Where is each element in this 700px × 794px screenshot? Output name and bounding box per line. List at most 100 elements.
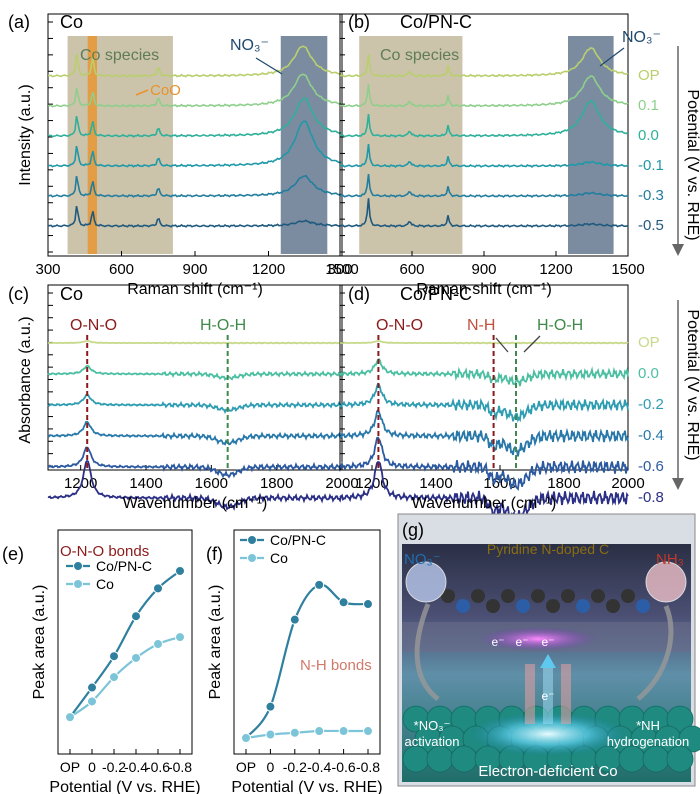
raman-panel-a-series-line [47,97,343,138]
panel-f-tick-label: -0.6 [332,759,356,775]
electron-label: e⁻ [491,635,504,649]
electron-glow [468,712,628,756]
raman-panel-b-series-line [339,144,629,168]
panel-f-tag: (f) [206,544,223,564]
raman-panel-b-series-label: -0.1 [638,157,664,174]
panel-d-ono-label: O-N-O [376,317,423,334]
raman-panel-b-no3-region [568,36,614,254]
ir-panel-d-series-label: -0.2 [638,396,664,413]
electron-beam [543,664,553,724]
ir-panel-d-xlabel: Wavenumber (cm⁻¹) [412,495,557,512]
ir-panel-d-series-line [339,340,629,345]
ir-panel-d-series-line [339,408,629,457]
hydrogenation-label-1: *NH [636,718,660,733]
panel-e-tick-label: -0.6 [146,759,170,775]
panel-e-tick-label: -0.2 [102,759,126,775]
panel-e-legend-label: Co/PN-C [96,558,152,574]
panel-f-tick-label: -0.4 [307,759,331,775]
raman-panel-b-tick-label: 300 [327,261,352,278]
panel-e-ylabel: Peak area (a.u.) [31,585,48,700]
panel-f-data-point [314,726,325,737]
panel-f-data-point [241,733,251,743]
carbon-atom [561,589,575,603]
ir-panel-c-tick-label: 1600 [195,475,228,492]
carbon-atom [636,599,650,613]
cobalt-atom [678,725,700,753]
cobalt-atom [666,705,694,733]
no3-sphere [405,561,447,603]
ir-panel-c-series-line [47,393,343,415]
panel-g-tag: (g) [402,520,424,540]
panel-e-legend-marker [73,561,83,571]
panel-f-data-point [289,614,300,625]
nh3-sphere [645,561,687,603]
panel-e-data-point [153,639,163,650]
ir-panel-c-xlabel: Wavenumber (cm⁻¹) [123,495,268,512]
cobalt-atom [426,745,454,773]
raman-panel-a-series-line [47,174,343,198]
panel-f-legend-marker [247,535,257,545]
raman-panel-b-tick-label: 900 [471,261,496,278]
raman-panel-a-tick-label: 900 [182,261,207,278]
panel-c-tag: (c) [8,284,29,304]
panel-b-potential-arrowhead [672,244,684,256]
panel-e-tag: (e) [2,544,24,564]
panel-e-tick-label: OP [60,759,80,775]
panel-f-data-point [265,701,276,712]
panel-f-tick-label: OP [236,759,256,775]
panel-a-coo-label: CoO [150,82,181,99]
panel-e-series-line [69,570,181,718]
panel-b-co-species-label: Co species [380,47,459,64]
electron-label: e⁻ [541,689,554,703]
carbon-atom [546,599,560,613]
electron-arrow-head [540,654,556,668]
carbon-atom [621,589,635,603]
ir-panel-c-tick-label: 1400 [129,475,162,492]
panel-e-data-point [131,652,141,663]
panel-f-ylabel: Peak area (a.u.) [207,585,224,700]
nh3-path-arrow [636,605,674,701]
panel-d-potential-arrowhead [672,478,684,490]
panel-f-axes [233,529,381,755]
ir-panel-d-series-label: -0.8 [638,489,664,506]
ir-panel-d-series-label: -0.6 [638,458,664,475]
panel-d-tag: (d) [348,284,370,304]
panel-c-ono-label: O-N-O [70,317,117,334]
ir-panel-d-series-label: -0.4 [638,427,664,444]
raman-panel-a-co-species-region [67,36,173,254]
ir-panel-c-series-line [47,340,343,345]
panel-f-tick-label: -0.8 [356,759,380,775]
raman-panel-b-series-label: OP [638,67,660,84]
activation-label-1: *NO₃⁻ [414,718,451,733]
panel-f-data-point [314,579,325,590]
ir-panel-d-tick-label: 1800 [547,475,580,492]
panel-e-tick-label: 0 [88,759,96,775]
ir-panel-d-series-label: 0.0 [638,365,659,382]
hydrogenation-label-2: hydrogenation [607,734,689,749]
panel-f-data-point [338,597,349,608]
cobalt-atom [450,745,478,773]
panel-e-series-line [69,636,181,719]
activation-label-2: activation [405,734,460,749]
panel-e-data-point [153,583,163,594]
raman-panel-b-series-label: 0.1 [638,97,659,114]
panel-f-tick-label: -0.2 [283,759,307,775]
panel-c-ylabel: Absorbance (a.u.) [17,316,34,443]
panel-b-no3-arrow [599,47,625,67]
raman-panel-b-tick-label: 1200 [539,261,572,278]
panel-b-tag: (b) [348,12,370,32]
panel-e-data-point [65,712,75,723]
panel-f-data-point [265,729,276,740]
raman-panel-b-tick-label: 600 [399,261,424,278]
raman-panel-b-tick-label: 1500 [611,261,644,278]
panel-a-ylabel: Intensity (a.u.) [17,84,34,185]
ir-panel-c-axes [47,284,343,471]
panel-f-xlabel: Potential (V vs. RHE) [231,779,382,794]
cobalt-atom [666,745,694,773]
panel-b-title: Co/PN-C [400,12,472,32]
panel-e-data-point [175,565,185,576]
electron-deficient-label: Electron-deficient Co [478,763,617,780]
ir-panel-c-series-line [47,446,343,479]
carbon-atom [471,589,485,603]
